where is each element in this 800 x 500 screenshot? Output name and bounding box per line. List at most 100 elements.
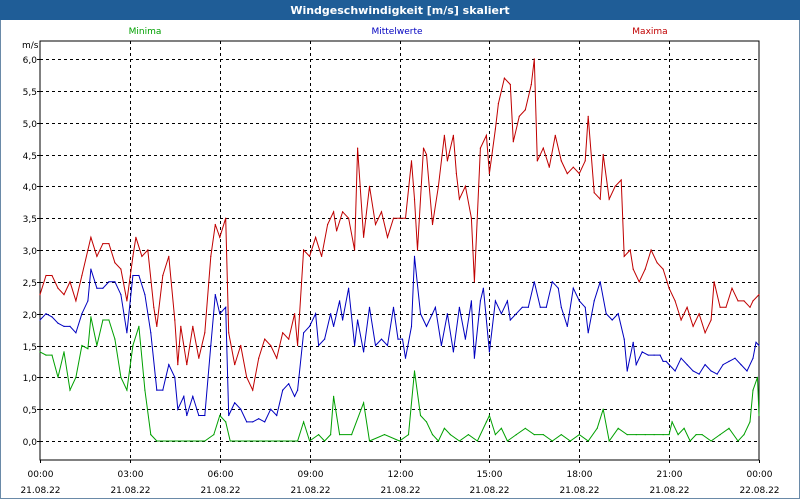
data-point-minima <box>383 434 386 436</box>
data-point-maxima <box>431 223 434 226</box>
x-tick-date: 21.08.22 <box>290 486 330 496</box>
data-point-mittelwerte <box>440 344 442 347</box>
data-point-mittelwerte <box>521 306 523 308</box>
data-point-maxima <box>51 274 53 277</box>
data-point-minima <box>75 376 77 378</box>
data-point-maxima <box>309 255 311 257</box>
data-point-mittelwerte <box>413 255 416 257</box>
data-point-mittelwerte <box>692 370 694 372</box>
data-point-maxima <box>398 217 401 219</box>
data-point-mittelwerte <box>641 351 643 353</box>
data-point-minima <box>132 344 134 347</box>
data-point-mittelwerte <box>722 364 724 366</box>
data-point-maxima <box>258 357 260 359</box>
data-point-mittelwerte <box>635 364 637 366</box>
data-point-mittelwerte <box>282 389 284 391</box>
data-point-minima <box>279 440 281 442</box>
data-point-minima <box>467 434 469 436</box>
data-point-minima <box>635 434 637 436</box>
data-point-minima <box>485 421 487 423</box>
data-point-maxima <box>593 192 595 194</box>
data-point-maxima <box>554 134 556 136</box>
data-point-mittelwerte <box>392 306 395 308</box>
data-point-mittelwerte <box>665 360 667 362</box>
data-point-mittelwerte <box>330 313 332 315</box>
data-point-minima <box>425 421 428 423</box>
data-point-maxima <box>656 262 658 264</box>
data-point-minima <box>644 434 646 436</box>
data-point-mittelwerte <box>479 300 481 302</box>
data-point-minima <box>749 421 751 423</box>
data-point-mittelwerte <box>288 383 290 385</box>
data-point-minima <box>108 319 110 321</box>
data-point-mittelwerte <box>258 418 260 420</box>
data-point-mittelwerte <box>593 300 595 302</box>
data-point-maxima <box>192 325 194 327</box>
data-point-mittelwerte <box>96 287 98 289</box>
data-point-mittelwerte <box>662 360 664 362</box>
data-point-maxima <box>234 364 236 366</box>
data-point-maxima <box>147 249 149 251</box>
data-point-maxima <box>186 364 188 366</box>
data-point-minima <box>578 434 580 436</box>
data-point-mittelwerte <box>401 338 404 340</box>
data-point-minima <box>330 434 332 436</box>
data-point-mittelwerte <box>533 281 535 283</box>
data-point-maxima <box>303 249 305 251</box>
data-point-minima <box>596 427 598 429</box>
data-point-maxima <box>270 344 272 347</box>
data-point-maxima <box>294 313 296 315</box>
data-point-maxima <box>470 217 472 219</box>
data-point-maxima <box>348 217 350 219</box>
data-point-maxima <box>321 255 323 257</box>
data-point-minima <box>174 440 176 442</box>
data-point-mittelwerte <box>114 281 116 283</box>
data-point-maxima <box>608 198 610 200</box>
data-point-maxima <box>680 319 682 321</box>
data-point-minima <box>69 389 71 391</box>
data-point-mittelwerte <box>214 294 216 296</box>
data-point-mittelwerte <box>252 421 254 423</box>
data-point-maxima <box>479 147 481 149</box>
data-point-maxima <box>336 230 338 232</box>
data-point-maxima <box>96 255 98 257</box>
data-point-maxima <box>354 249 356 251</box>
data-point-mittelwerte <box>39 319 41 321</box>
data-point-maxima <box>704 332 706 334</box>
data-point-maxima <box>578 173 580 175</box>
data-point-mittelwerte <box>324 338 326 340</box>
data-point-maxima <box>725 306 727 308</box>
data-point-maxima <box>536 160 538 162</box>
y-tick-label: 3,0 <box>23 247 38 257</box>
data-point-maxima <box>120 268 122 270</box>
data-point-maxima <box>126 300 128 302</box>
data-point-minima <box>515 434 517 436</box>
data-point-maxima <box>368 185 371 187</box>
window-title: Windgeschwindigkeit [m/s] skaliert <box>0 0 800 20</box>
data-point-maxima <box>548 166 550 168</box>
data-point-mittelwerte <box>309 325 311 327</box>
data-point-minima <box>689 440 691 442</box>
data-point-maxima <box>542 147 544 149</box>
x-tick-date: 21.08.22 <box>20 486 60 496</box>
y-tick-label: 1,5 <box>23 343 37 353</box>
data-point-mittelwerte <box>126 332 128 334</box>
data-point-maxima <box>246 376 248 378</box>
data-point-mittelwerte <box>566 325 568 327</box>
data-point-maxima <box>102 243 104 245</box>
data-point-maxima <box>566 173 568 175</box>
data-point-minima <box>96 344 98 347</box>
data-point-mittelwerte <box>108 281 110 283</box>
data-point-minima <box>150 434 152 436</box>
data-point-maxima <box>662 268 664 270</box>
data-point-minima <box>653 434 655 436</box>
data-point-maxima <box>698 313 700 315</box>
data-point-mittelwerte <box>75 332 77 334</box>
legend: Minima Mittelwerte Maxima <box>129 27 668 37</box>
y-tick-label: 3,5 <box>23 215 37 225</box>
data-point-minima <box>443 427 445 429</box>
x-tick-time: 03:00 <box>118 470 144 480</box>
data-point-maxima <box>518 115 520 117</box>
data-point-maxima <box>503 77 505 79</box>
data-point-minima <box>458 440 460 442</box>
